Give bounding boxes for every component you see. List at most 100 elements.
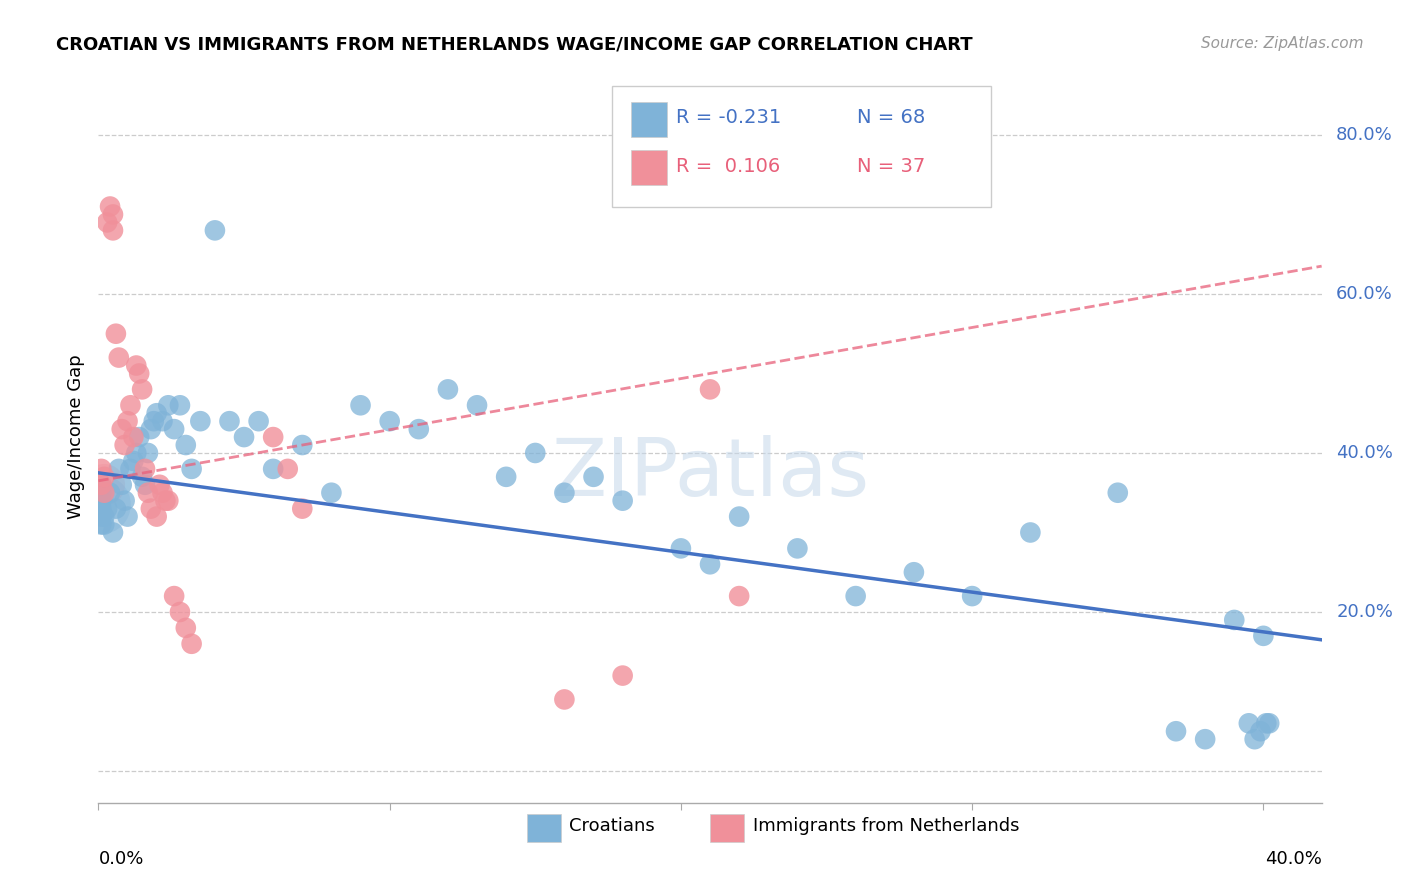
Point <box>1243 732 1265 747</box>
Point <box>960 589 983 603</box>
Point <box>157 398 180 412</box>
Point <box>117 509 139 524</box>
Point <box>728 509 751 524</box>
Text: Croatians: Croatians <box>569 817 655 835</box>
Point <box>786 541 808 556</box>
Point <box>1223 613 1246 627</box>
Point <box>1164 724 1187 739</box>
Point <box>134 462 156 476</box>
Point <box>582 470 605 484</box>
Point <box>1250 724 1272 739</box>
Point <box>139 422 162 436</box>
Point <box>134 477 156 491</box>
Text: 40.0%: 40.0% <box>1265 850 1322 868</box>
Point <box>90 493 112 508</box>
Text: Immigrants from Netherlands: Immigrants from Netherlands <box>752 817 1019 835</box>
Point <box>174 621 197 635</box>
Point <box>120 398 142 412</box>
Point <box>125 446 148 460</box>
Point <box>1256 716 1278 731</box>
Point <box>157 493 180 508</box>
Point <box>128 430 150 444</box>
Point <box>93 470 115 484</box>
Point <box>524 446 547 460</box>
Text: ZIPatlas: ZIPatlas <box>551 434 869 513</box>
Point <box>111 477 134 491</box>
Point <box>145 406 167 420</box>
Point <box>188 414 212 428</box>
Point <box>465 398 488 412</box>
Text: R =  0.106: R = 0.106 <box>676 157 780 176</box>
Bar <box>630 150 668 185</box>
Point <box>90 517 112 532</box>
Point <box>699 383 721 397</box>
Point <box>180 462 202 476</box>
Point <box>90 462 112 476</box>
Point <box>142 414 165 428</box>
Point <box>845 589 868 603</box>
Point <box>553 692 575 706</box>
Point <box>98 485 121 500</box>
Point <box>1258 716 1281 731</box>
Point <box>93 509 115 524</box>
Point <box>131 383 153 397</box>
Point <box>90 509 112 524</box>
Point <box>111 422 134 436</box>
Point <box>204 223 226 237</box>
Point <box>612 668 634 682</box>
Point <box>612 493 634 508</box>
Point <box>101 207 124 221</box>
Text: R = -0.231: R = -0.231 <box>676 108 780 127</box>
Point <box>247 414 270 428</box>
Point <box>90 498 112 512</box>
Point <box>90 485 112 500</box>
Point <box>155 493 177 508</box>
Point <box>152 485 174 500</box>
Point <box>114 438 136 452</box>
Y-axis label: Wage/Income Gap: Wage/Income Gap <box>66 355 84 519</box>
Point <box>262 462 284 476</box>
Point <box>117 414 139 428</box>
Point <box>93 477 115 491</box>
Point <box>125 359 148 373</box>
Point <box>98 200 121 214</box>
Point <box>90 477 112 491</box>
Point <box>903 566 925 580</box>
Point <box>321 485 343 500</box>
Point <box>495 470 517 484</box>
Point <box>108 462 131 476</box>
Text: Source: ZipAtlas.com: Source: ZipAtlas.com <box>1201 36 1364 51</box>
Point <box>728 589 751 603</box>
Point <box>101 223 124 237</box>
Text: 20.0%: 20.0% <box>1336 603 1393 621</box>
Point <box>349 398 371 412</box>
Point <box>169 605 191 619</box>
Point <box>218 414 240 428</box>
Point <box>1253 629 1275 643</box>
Text: 80.0%: 80.0% <box>1336 126 1393 144</box>
Point <box>277 462 299 476</box>
Point <box>101 525 124 540</box>
Point <box>128 367 150 381</box>
Point <box>699 558 721 572</box>
Point <box>163 589 186 603</box>
Point <box>180 637 202 651</box>
Point <box>122 430 145 444</box>
Point <box>145 509 167 524</box>
Text: 40.0%: 40.0% <box>1336 444 1393 462</box>
Point <box>120 462 142 476</box>
Point <box>139 501 162 516</box>
Point <box>152 414 174 428</box>
Point <box>233 430 256 444</box>
Point <box>174 438 197 452</box>
Point <box>108 351 131 365</box>
Point <box>90 477 112 491</box>
Point <box>131 470 153 484</box>
Point <box>90 501 112 516</box>
Point <box>93 485 115 500</box>
Point <box>1237 716 1260 731</box>
Point <box>408 422 430 436</box>
Point <box>96 501 118 516</box>
Point <box>96 215 118 229</box>
Point <box>169 398 191 412</box>
